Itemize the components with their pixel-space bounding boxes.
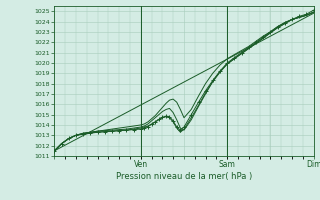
X-axis label: Pression niveau de la mer( hPa ): Pression niveau de la mer( hPa ): [116, 172, 252, 181]
